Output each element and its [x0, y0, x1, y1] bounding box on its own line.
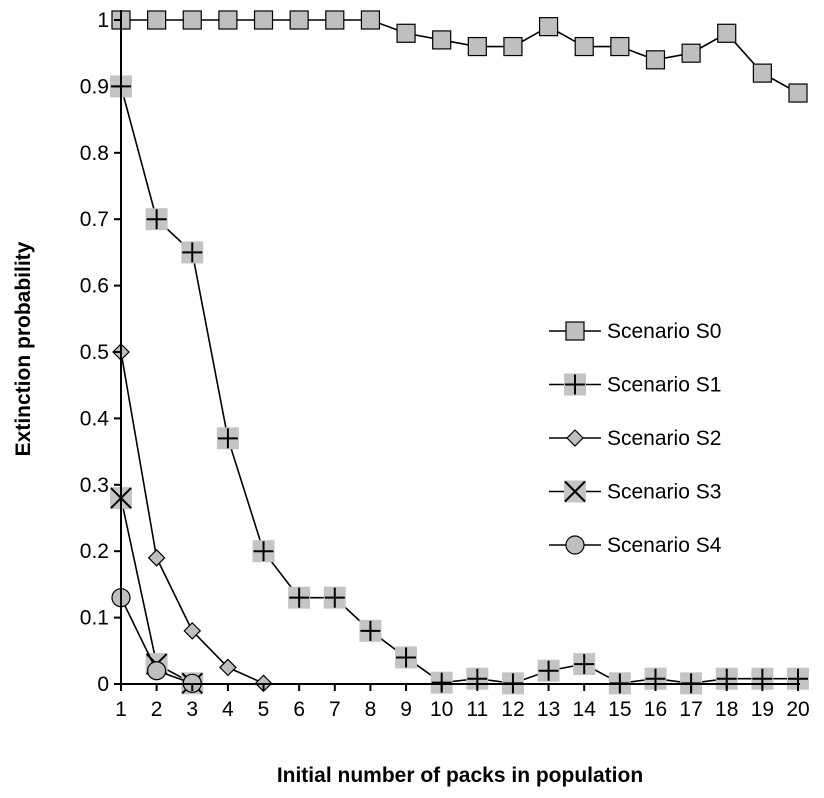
x-tick-label: 13 [537, 698, 560, 721]
legend-label: Scenario S3 [607, 481, 721, 504]
scenario-s0-point [503, 36, 523, 57]
x-tick-label: 15 [608, 698, 631, 721]
x-tick-label: 9 [400, 698, 412, 721]
scenario-s0-point [538, 17, 559, 37]
legend-item-scenario-s0: Scenario S0 [549, 320, 721, 343]
y-tick-label: 0 [97, 673, 109, 696]
scenario-s1-point [359, 619, 382, 642]
scenario-s0-point [681, 43, 701, 63]
legend: Scenario S0 Scenario S1 Scenario S2 Scenari… [549, 320, 722, 557]
x-tick-label: 1 [115, 698, 127, 721]
x-tick-label: 6 [293, 698, 305, 721]
scenario-s0-point [645, 50, 666, 70]
legend-label: Scenario S0 [607, 320, 721, 343]
y-tick-label: 0.2 [80, 540, 109, 563]
y-tick-label: 0.7 [80, 208, 109, 231]
scenario-s0-point [610, 36, 630, 57]
scenario-s1-point [395, 646, 418, 669]
scenario-s1-point [252, 540, 275, 563]
scenario-s0-point [752, 63, 772, 83]
scenario-s0-point [360, 10, 381, 30]
scenario-s2-markers [112, 343, 273, 693]
legend-marker [565, 321, 585, 341]
scenario-s1-point [573, 653, 596, 676]
x-tick-label: 20 [786, 698, 809, 721]
scenario-s1-point [181, 241, 204, 264]
legend-marker [565, 535, 585, 555]
axes-layer [120, 10, 800, 685]
y-tick-label: 0.4 [80, 407, 110, 430]
legend-item-scenario-s3: Scenario S3 [549, 480, 721, 504]
y-tick-label: 0.3 [80, 474, 109, 497]
x-tick-label: 7 [329, 698, 341, 721]
x-tick-label: 17 [679, 698, 702, 721]
x-tick-label: 5 [258, 698, 270, 721]
scenario-s1-point [145, 208, 168, 231]
scenario-s2-point [147, 548, 166, 567]
ticks-layer: 1 2 3 4 5 6 7 8 9 10 11 12 13 14 15 16 17 18 19 2000.10.20.… [80, 9, 810, 721]
legend-marker [566, 429, 584, 447]
scenario-s1-point [288, 586, 311, 609]
x-tick-label: 10 [430, 698, 453, 721]
y-tick-label: 0.1 [80, 607, 109, 630]
x-tick-label: 3 [186, 698, 198, 721]
scenario-s2-point [183, 622, 202, 640]
scenario-s0-point [432, 30, 452, 50]
scenario-s4-markers [111, 588, 202, 693]
scenario-s0-point [253, 10, 274, 30]
y-tick-label: 0.8 [80, 142, 109, 165]
x-tick-label: 16 [644, 698, 667, 721]
legend-marker [564, 373, 586, 396]
scenario-s2-point [219, 658, 237, 677]
scenario-s0-point [574, 36, 594, 57]
y-tick-label: 0.5 [80, 341, 109, 364]
scenario-s0-point [218, 10, 238, 30]
scenario-s1-point [216, 427, 239, 450]
scenario-s1-point [537, 659, 560, 682]
x-axis-title: Initial number of packs in population [277, 764, 643, 787]
scenario-s0-point [717, 23, 737, 43]
y-tick-label: 0.6 [80, 275, 109, 298]
legend-item-scenario-s2: Scenario S2 [549, 427, 721, 450]
scenario-s0-point [289, 10, 309, 30]
x-tick-label: 14 [573, 698, 597, 721]
legend-item-scenario-s4: Scenario S4 [549, 534, 722, 557]
x-tick-label: 19 [751, 698, 774, 721]
x-tick-label: 11 [466, 698, 488, 721]
legend-label: Scenario S4 [607, 534, 722, 557]
legend-label: Scenario S2 [607, 427, 721, 450]
scenario-s0-point [467, 36, 487, 57]
series-layer [110, 10, 809, 695]
scenario-s1-point [430, 671, 453, 694]
x-tick-label: 12 [501, 698, 524, 721]
scenario-s0-point [325, 10, 345, 30]
legend-item-scenario-s1: Scenario S1 [549, 373, 721, 397]
scenario-s0-point [396, 23, 416, 43]
scenario-s0-markers [111, 10, 808, 103]
scenario-s1-point [323, 586, 346, 609]
legend-marker [564, 480, 586, 503]
x-tick-label: 18 [715, 698, 738, 721]
y-tick-label: 1 [97, 9, 109, 32]
scenario-s0-point [147, 10, 167, 30]
legend-label: Scenario S1 [607, 374, 721, 397]
x-tick-label: 4 [222, 698, 234, 721]
y-axis-title: Extinction probability [12, 241, 35, 456]
x-tick-label: 8 [365, 698, 377, 721]
x-tick-label: 2 [151, 698, 163, 721]
scenario-s0-point [788, 83, 808, 103]
y-tick-label: 0.9 [80, 75, 109, 98]
scenario-s4-point [147, 661, 167, 681]
scenario-s0-point [182, 10, 202, 30]
